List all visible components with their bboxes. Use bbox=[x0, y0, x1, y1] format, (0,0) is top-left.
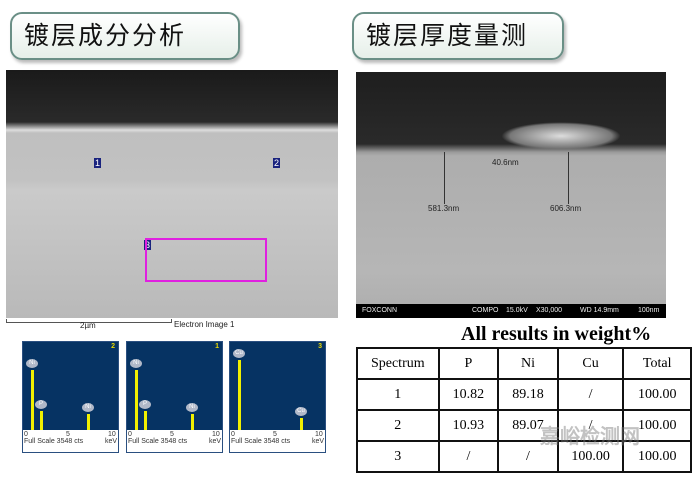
scale: 100nm bbox=[638, 307, 660, 314]
peak bbox=[135, 370, 138, 430]
brand: FOXCONN bbox=[362, 307, 397, 314]
header: Ni bbox=[497, 347, 559, 380]
peak bbox=[238, 359, 241, 430]
title-thickness: 镀层厚度量测 bbox=[352, 12, 564, 60]
tick: 5 bbox=[170, 431, 174, 438]
cell: 100.00 bbox=[622, 378, 692, 411]
mode: COMPO bbox=[472, 307, 499, 314]
watermark: 嘉峪检测网 bbox=[540, 426, 640, 448]
peak bbox=[144, 410, 147, 430]
results-table: Spectrum P Ni Cu Total 1 10.82 89.18/100.0… bbox=[356, 347, 692, 473]
cell: 10.82 bbox=[437, 378, 500, 411]
peak-label: P bbox=[35, 399, 47, 409]
spectrum-id: 1 bbox=[215, 343, 219, 350]
cell: 100.00 bbox=[622, 409, 692, 442]
peak-label: Ni bbox=[26, 359, 38, 369]
sem-image-left: 1 2 3 bbox=[6, 70, 338, 318]
measure-coating: 40.6nm bbox=[492, 158, 519, 167]
marker-1: 1 bbox=[94, 158, 102, 168]
table-title: All results in weight% bbox=[461, 323, 652, 345]
tick: 0 bbox=[128, 431, 132, 438]
cell: 100.00 bbox=[622, 440, 692, 473]
spectrum-footer: Full Scale 3548 cts bbox=[231, 438, 291, 445]
tick: 10 bbox=[315, 431, 323, 438]
peak bbox=[40, 410, 43, 430]
peak-label: P bbox=[139, 399, 151, 409]
tick: 10 bbox=[212, 431, 220, 438]
header: Spectrum bbox=[356, 347, 440, 380]
cell: 1 bbox=[356, 378, 440, 411]
cell: 2 bbox=[356, 409, 440, 442]
cell: / bbox=[497, 440, 559, 473]
spectrum-axis: 0 5 10 Full Scale 3548 cts keV bbox=[231, 431, 324, 445]
measure-1: 581.3nm bbox=[428, 204, 460, 213]
peak bbox=[191, 414, 194, 430]
title-composition: 镀层成分分析 bbox=[10, 12, 240, 60]
sem-info-bar: FOXCONN COMPO 15.0kV X30,000 WD 14.9mm 1… bbox=[356, 304, 666, 318]
cell: / bbox=[556, 378, 625, 411]
peak bbox=[87, 414, 90, 430]
spectrum-plot: 3 Cu Cu bbox=[230, 342, 325, 430]
measure-2: 606.3nm bbox=[550, 204, 582, 213]
tick: 0 bbox=[24, 431, 28, 438]
header: Cu bbox=[556, 347, 625, 380]
tick: 5 bbox=[66, 431, 70, 438]
spectrum-id: 2 bbox=[111, 343, 115, 350]
scale-label: 2µm bbox=[80, 321, 96, 330]
spectrum-footer: Full Scale 3548 cts bbox=[128, 438, 188, 445]
spectrum-unit: keV bbox=[311, 438, 324, 445]
spectrum-panel: 1 Ni P Ni 0 5 10 Full Scale 3548 cts keV bbox=[126, 341, 223, 453]
spectrum-panel: 2 Ni P Ni 0 5 10 Full Scale 3548 cts keV bbox=[22, 341, 119, 453]
cell: 89.07 bbox=[497, 409, 559, 442]
spectrum-footer: Full Scale 3548 cts bbox=[24, 438, 84, 445]
spectrum-plot: 2 Ni P Ni bbox=[23, 342, 118, 430]
spectrum-axis: 0 5 10 Full Scale 3548 cts keV bbox=[128, 431, 221, 445]
peak bbox=[300, 417, 303, 430]
peak-label: Cu bbox=[233, 348, 245, 358]
peak-label: Cu bbox=[295, 406, 307, 416]
header: P bbox=[437, 347, 500, 380]
spectrum-panel: 3 Cu Cu 0 5 10 Full Scale 3548 cts keV bbox=[229, 341, 326, 453]
table-row: 3//100.00 100.00 bbox=[356, 440, 692, 473]
table-row: 2 10.93 89.07/100.00 bbox=[356, 409, 692, 442]
wd: WD 14.9mm bbox=[580, 307, 619, 314]
marker-2: 2 bbox=[273, 158, 281, 168]
kv: 15.0kV bbox=[506, 307, 528, 314]
cell: / bbox=[437, 440, 500, 473]
image-caption: Electron Image 1 bbox=[174, 320, 235, 329]
peak-label: Ni bbox=[186, 403, 198, 413]
spectrum-axis: 0 5 10 Full Scale 3548 cts keV bbox=[24, 431, 117, 445]
table-header: Spectrum P Ni Cu Total bbox=[356, 347, 692, 380]
cell: 100.00 bbox=[556, 440, 625, 473]
spectrum-plot: 1 Ni P Ni bbox=[127, 342, 222, 430]
marker-3: 3 bbox=[144, 240, 152, 250]
cell: 89.18 bbox=[497, 378, 559, 411]
tick: 10 bbox=[108, 431, 116, 438]
peak-label: Ni bbox=[82, 403, 94, 413]
tick: 5 bbox=[273, 431, 277, 438]
table-row: 1 10.82 89.18/100.00 bbox=[356, 378, 692, 411]
cell: / bbox=[556, 409, 625, 442]
spectrum-unit: keV bbox=[208, 438, 221, 445]
spectrum-id: 3 bbox=[318, 343, 322, 350]
tick: 0 bbox=[231, 431, 235, 438]
cell: 3 bbox=[356, 440, 440, 473]
mag: X30,000 bbox=[536, 307, 563, 314]
sem-image-right: 40.6nm 581.3nm 606.3nm FOXCONN COMPO 15.… bbox=[356, 72, 666, 318]
scale-bar bbox=[6, 319, 172, 323]
peak-label: Ni bbox=[130, 359, 142, 369]
selection-rectangle bbox=[145, 238, 267, 282]
cell: 10.93 bbox=[437, 409, 500, 442]
peak bbox=[31, 370, 34, 430]
header: Total bbox=[622, 347, 692, 380]
spectrum-unit: keV bbox=[104, 438, 117, 445]
